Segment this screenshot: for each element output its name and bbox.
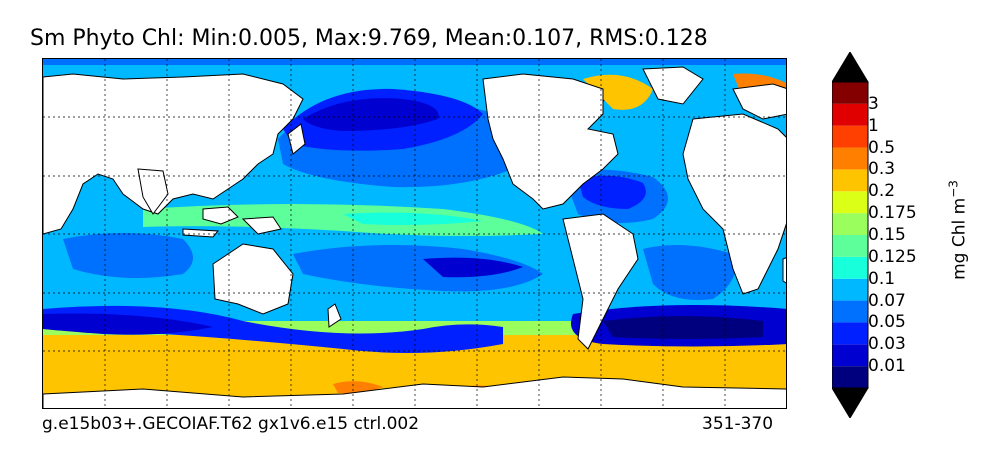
colorbar xyxy=(832,52,869,418)
colorbar-segment xyxy=(832,169,868,192)
colorbar-segment xyxy=(832,147,868,170)
land-greenland xyxy=(642,66,704,105)
colorbar-tick-label: 0.01 xyxy=(868,356,906,377)
run-identifier: g.e15b03+.GECOIAF.T62 gx1v6.e15 ctrl.002 xyxy=(42,414,420,434)
year-range: 351-370 xyxy=(702,414,774,434)
graticule xyxy=(43,59,786,408)
south-pacific-gyre-outer xyxy=(293,245,543,292)
colorbar-tick-label: 0.1 xyxy=(868,268,896,289)
colorbar-segment xyxy=(832,300,868,323)
land-new-zealand xyxy=(327,303,342,328)
south-atlantic-lowest xyxy=(603,316,763,339)
land-north-america xyxy=(482,73,619,210)
colorbar-tick-label: 0.3 xyxy=(868,159,896,180)
colorbar-tick-label: 0.15 xyxy=(868,225,906,245)
land-japan xyxy=(287,123,306,155)
colorbar-segments xyxy=(832,81,869,389)
north-pacific-gyre-core xyxy=(303,98,439,131)
map-title: Sm Phyto Chl: Min:0.005, Max:9.769, Mean… xyxy=(30,26,708,51)
land-madagascar xyxy=(782,257,786,284)
colorbar-segment xyxy=(832,191,868,214)
colorbar-tick-label: 0.05 xyxy=(868,312,906,333)
land-india xyxy=(137,168,169,215)
colorbar-segment xyxy=(832,82,868,104)
land-new-guinea xyxy=(241,216,282,235)
arctic-band xyxy=(43,59,786,65)
colorbar-segment xyxy=(832,278,868,301)
map-canvas xyxy=(43,59,786,408)
land-australia xyxy=(212,243,294,315)
colorbar-segment xyxy=(832,103,868,126)
southern-ocean-blue-belt xyxy=(43,305,503,353)
land-south-america xyxy=(562,213,639,350)
units-text: mg Chl m xyxy=(949,197,970,280)
land-eurasia xyxy=(43,73,304,235)
north-atlantic-gyre-core xyxy=(578,175,646,209)
colorbar-segment xyxy=(832,235,868,257)
labrador-sea-high xyxy=(583,74,653,110)
colorbar-tick-label: 0.125 xyxy=(868,246,917,267)
colorbar-segment xyxy=(832,366,868,388)
colorbar-tick-label: 1 xyxy=(868,115,879,136)
colorbar-segment xyxy=(832,344,868,367)
colorbar-tick-label: 0.5 xyxy=(868,137,896,158)
colorbar-segment xyxy=(832,322,868,345)
colorbar-segment xyxy=(832,256,868,279)
units-exponent: −3 xyxy=(946,180,961,198)
colorbar-tick-label: 0.175 xyxy=(868,203,917,224)
colorbar-tick-label: 0.2 xyxy=(868,181,896,202)
colorbar-segment xyxy=(832,125,868,148)
south-atlantic-gyre xyxy=(643,245,736,300)
equatorial-band-inner xyxy=(343,212,483,225)
colorbar-segment xyxy=(832,213,868,235)
land-africa xyxy=(682,113,786,295)
colorbar-tick-label: 0.03 xyxy=(868,334,906,355)
land-europe xyxy=(732,83,786,120)
southern-ocean-low-west xyxy=(43,313,213,335)
land-java xyxy=(182,228,220,238)
equatorial-band xyxy=(143,204,543,236)
colorbar-units-label: mg Chl m−3 xyxy=(947,180,970,280)
south-pacific-gyre-core xyxy=(423,257,523,278)
colorbar-tick-label: 3 xyxy=(868,93,879,114)
colorbar-over-arrow xyxy=(832,52,869,83)
indian-ocean-gyre xyxy=(63,233,193,278)
colorbar-under-arrow xyxy=(832,387,869,418)
chlorophyll-map xyxy=(42,58,787,409)
colorbar-tick-label: 0.07 xyxy=(868,290,906,311)
